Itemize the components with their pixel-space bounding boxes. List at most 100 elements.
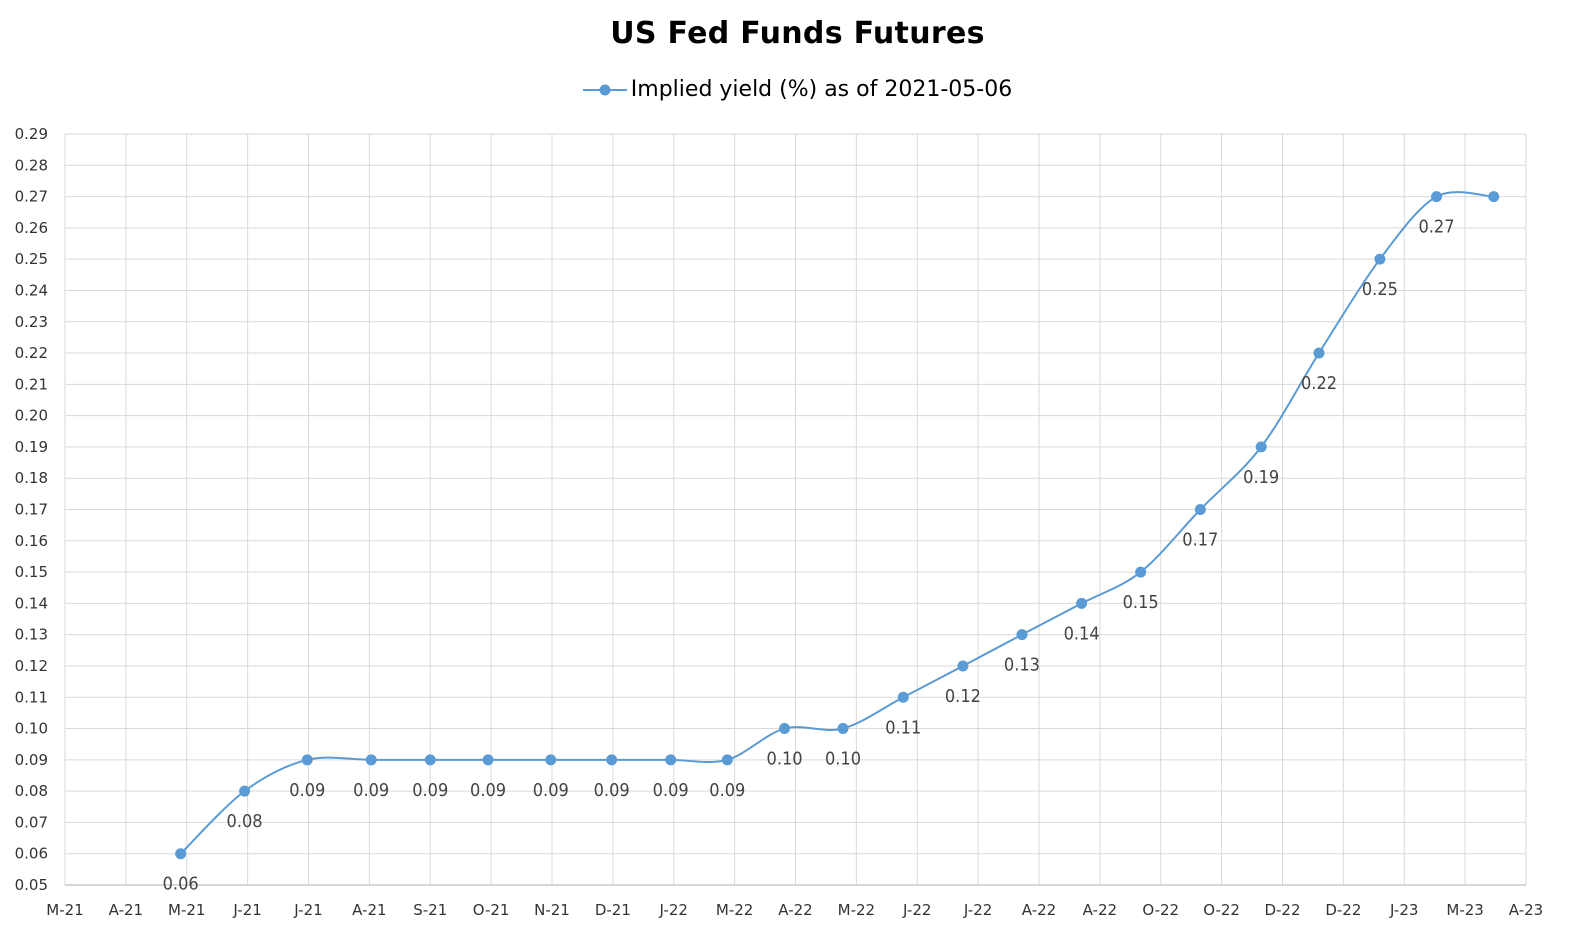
x-tick-label: D-22 — [1325, 901, 1361, 919]
data-point — [239, 785, 251, 797]
data-point — [1016, 629, 1028, 641]
data-label: 0.09 — [533, 780, 569, 801]
y-tick-label: 0.13 — [15, 626, 48, 644]
y-axis: 0.05 0.06 0.07 0.08 0.09 0.10 0.11 0.12 0.13 0.14… — [15, 125, 48, 894]
data-label: 0.13 — [1004, 655, 1040, 676]
data-point — [545, 754, 557, 766]
data-label: 0.19 — [1243, 467, 1279, 488]
y-tick-label: 0.18 — [15, 469, 48, 487]
y-tick-label: 0.27 — [15, 188, 48, 206]
x-tick-label: S-21 — [413, 901, 447, 919]
grid — [64, 133, 1527, 886]
data-label: 0.17 — [1182, 530, 1218, 551]
data-point — [897, 691, 909, 703]
data-point — [1431, 191, 1443, 203]
data-point — [175, 848, 187, 860]
y-tick-label: 0.17 — [15, 501, 48, 519]
data-point — [957, 660, 969, 672]
data-point — [606, 754, 618, 766]
y-tick-label: 0.08 — [15, 782, 48, 800]
y-tick-label: 0.25 — [15, 250, 48, 268]
y-tick-label: 0.09 — [15, 751, 48, 769]
data-label: 0.08 — [227, 811, 263, 832]
x-tick-label: J-22 — [902, 901, 931, 919]
data-point — [1374, 253, 1386, 265]
y-tick-label: 0.19 — [15, 438, 48, 456]
series — [175, 191, 1500, 860]
data-point — [1194, 504, 1206, 515]
chart-title: US Fed Funds Futures — [610, 16, 985, 51]
y-tick-label: 0.15 — [15, 563, 48, 581]
data-point — [1313, 347, 1325, 359]
x-tick-label: O-22 — [1203, 901, 1240, 919]
data-point — [1488, 191, 1500, 203]
x-tick-label: J-22 — [963, 901, 992, 919]
x-tick-label: D-21 — [595, 901, 631, 919]
y-tick-label: 0.07 — [15, 813, 48, 831]
x-tick-label: A-22 — [778, 901, 812, 919]
data-label: 0.09 — [709, 780, 745, 801]
x-tick-label: J-23 — [1389, 901, 1418, 919]
x-tick-label: A-21 — [352, 901, 386, 919]
x-tick-label: M-22 — [716, 901, 753, 919]
y-tick-label: 0.05 — [15, 876, 48, 894]
x-tick-label: M-23 — [1446, 901, 1483, 919]
data-point — [301, 754, 313, 766]
y-tick-label: 0.14 — [15, 594, 48, 612]
data-point — [1255, 441, 1267, 453]
y-tick-label: 0.26 — [15, 219, 48, 237]
data-label: 0.09 — [470, 780, 506, 801]
x-tick-label: J-21 — [232, 901, 261, 919]
y-tick-label: 0.11 — [15, 688, 48, 706]
y-tick-label: 0.28 — [15, 156, 48, 174]
data-label: 0.22 — [1301, 373, 1337, 394]
y-tick-label: 0.06 — [15, 845, 48, 863]
x-tick-label: J-22 — [659, 901, 688, 919]
y-tick-label: 0.23 — [15, 313, 48, 331]
data-point — [665, 754, 677, 766]
x-tick-label: O-21 — [473, 901, 510, 919]
y-tick-label: 0.22 — [15, 344, 48, 362]
data-label: 0.15 — [1123, 592, 1159, 613]
legend-label: Implied yield (%) as of 2021-05-06 — [630, 77, 1013, 102]
x-tick-label: A-23 — [1509, 901, 1543, 919]
data-label: 0.09 — [353, 780, 389, 801]
legend: Implied yield (%) as of 2021-05-06 — [0, 77, 1595, 106]
y-tick-label: 0.24 — [15, 281, 48, 299]
x-tick-label: N-21 — [534, 901, 570, 919]
x-tick-label: A-22 — [1022, 901, 1056, 919]
data-label: 0.06 — [163, 874, 199, 895]
x-tick-label: M-21 — [168, 901, 205, 919]
y-tick-label: 0.16 — [15, 532, 48, 550]
data-label: 0.09 — [594, 780, 630, 801]
data-label: 0.27 — [1418, 217, 1454, 238]
data-label: 0.25 — [1362, 279, 1398, 300]
data-label: 0.10 — [825, 749, 861, 770]
x-tick-label: D-22 — [1264, 901, 1300, 919]
data-point — [837, 723, 849, 735]
y-tick-label: 0.12 — [15, 657, 48, 675]
data-label: 0.14 — [1064, 623, 1100, 644]
data-point — [721, 754, 733, 766]
x-tick-label: O-22 — [1142, 901, 1179, 919]
x-tick-label: A-21 — [109, 901, 143, 919]
data-point — [779, 723, 791, 735]
data-point — [365, 754, 377, 766]
x-tick-label: M-21 — [46, 901, 83, 919]
data-label: 0.10 — [767, 749, 803, 770]
data-labels: 0.06 0.08 0.09 0.09 0.09 0.09 0.09 0.09 0.09 0.09… — [163, 217, 1455, 895]
y-tick-label: 0.20 — [15, 407, 48, 425]
data-point — [1076, 597, 1088, 609]
data-label: 0.09 — [653, 780, 689, 801]
y-tick-label: 0.10 — [15, 720, 48, 738]
data-label: 0.09 — [412, 780, 448, 801]
series-line — [179, 191, 1494, 855]
x-tick-label: J-21 — [293, 901, 322, 919]
y-tick-label: 0.29 — [15, 125, 48, 143]
data-label: 0.12 — [945, 686, 981, 707]
x-axis: M-21 A-21 M-21 J-21 J-21 A-21 S-21 O-21 N-21 D-21… — [46, 901, 1543, 919]
data-label: 0.09 — [289, 780, 325, 801]
data-point — [424, 754, 436, 766]
y-tick-label: 0.21 — [15, 375, 48, 393]
